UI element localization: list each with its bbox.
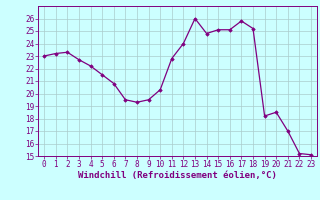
X-axis label: Windchill (Refroidissement éolien,°C): Windchill (Refroidissement éolien,°C) (78, 171, 277, 180)
